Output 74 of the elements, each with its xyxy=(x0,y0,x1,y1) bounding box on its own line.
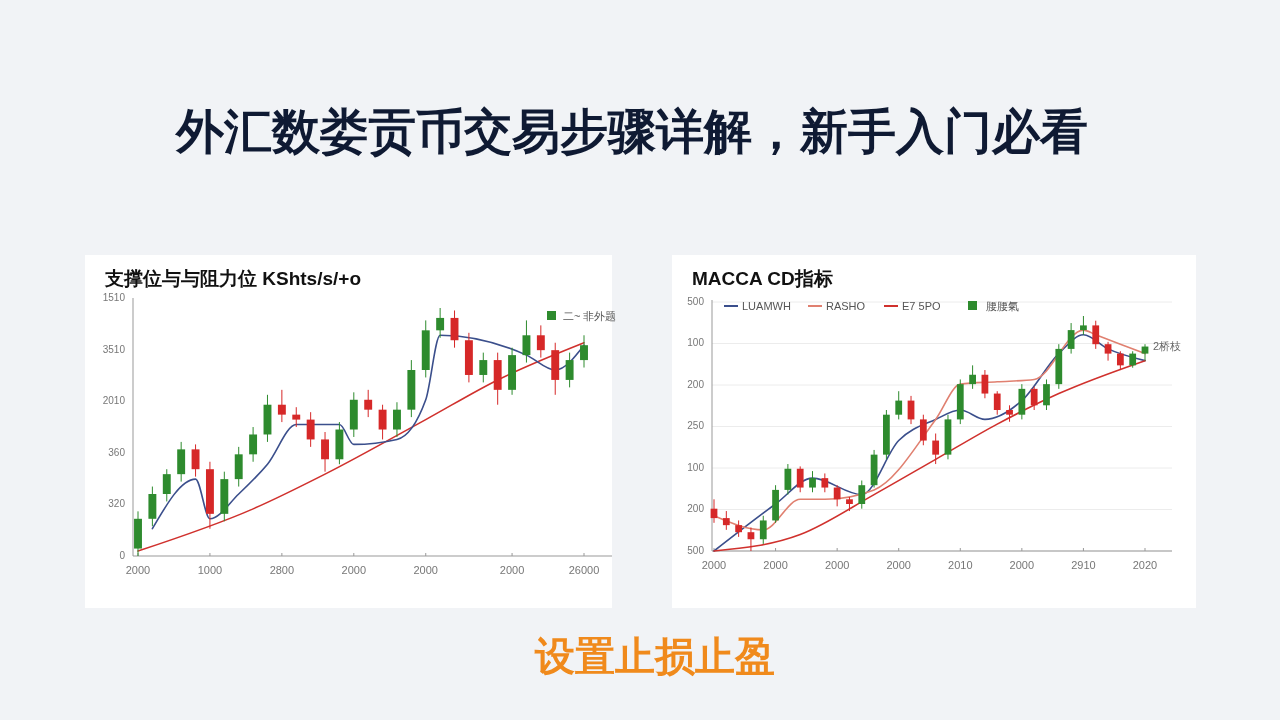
candlestick xyxy=(306,411,315,448)
candlestick xyxy=(784,463,792,496)
x-tick-label: 2000 xyxy=(1009,559,1035,571)
text: 2010 xyxy=(102,395,126,407)
chart-title: 支撑位与与阻力位 KShts/s/+o xyxy=(104,268,361,289)
candlestick xyxy=(393,401,401,438)
x-tick-label: 2020 xyxy=(1132,559,1158,571)
candlestick xyxy=(796,465,804,493)
text: 320 xyxy=(108,498,126,510)
candlestick xyxy=(565,352,574,388)
x-tick-label: 2000 xyxy=(499,564,525,576)
legend-label: 腰腰氣 xyxy=(986,300,1019,312)
x-tick-label: 2910 xyxy=(1071,559,1096,571)
candlestick xyxy=(580,334,588,369)
text: 100 xyxy=(687,337,705,349)
text: 200 xyxy=(687,503,705,515)
candlestick xyxy=(162,468,171,502)
legend-label: LUAMWH xyxy=(742,300,791,312)
candlestick xyxy=(821,472,829,493)
candlestick xyxy=(522,319,531,364)
text: 设置止损止盈 xyxy=(534,634,775,678)
legend-label: 二~ 非外题 xyxy=(563,310,617,322)
annotation: 2桥枝 xyxy=(1153,340,1182,353)
candlestick xyxy=(969,364,976,390)
text: 1510 xyxy=(102,292,126,304)
candlestick xyxy=(981,369,989,399)
candlestick xyxy=(993,390,1001,416)
candlestick xyxy=(932,433,940,465)
x-tick-label: 2000 xyxy=(341,564,367,576)
candlestick xyxy=(364,389,373,418)
text: 外汇数娄贡币交易步骤详解，新手入门必看 xyxy=(174,105,1088,158)
candlestick xyxy=(858,480,866,510)
x-tick-label: 2800 xyxy=(269,564,295,576)
text: 500 xyxy=(687,295,705,307)
legend-label: E7 5PO xyxy=(902,300,941,312)
candlestick xyxy=(249,426,258,463)
candlestick xyxy=(277,389,286,423)
candlestick xyxy=(479,352,488,383)
chart-title: MACCA CD指标 xyxy=(692,268,833,289)
text: 500 xyxy=(687,544,705,556)
candlestick xyxy=(895,390,903,420)
candlestick xyxy=(919,414,927,446)
candlestick xyxy=(1080,315,1087,336)
candlestick xyxy=(436,307,445,339)
x-tick-label: 2000 xyxy=(413,564,438,576)
candlestick xyxy=(292,406,301,428)
x-tick-label: 2000 xyxy=(701,559,727,571)
candlestick xyxy=(1030,386,1038,411)
candlestick xyxy=(536,324,545,359)
candlestick xyxy=(1043,378,1050,411)
text: 100 xyxy=(687,461,705,473)
candlestick xyxy=(833,484,841,507)
x-tick-label: 2000 xyxy=(763,559,788,571)
candlestick xyxy=(759,515,767,545)
text: 250 xyxy=(687,420,705,432)
candlestick xyxy=(1067,322,1075,355)
x-tick-label: 2000 xyxy=(824,559,850,571)
x-tick-label: 2010 xyxy=(948,559,973,571)
candlestick xyxy=(1104,341,1112,362)
candlestick xyxy=(321,431,329,473)
text: 200 xyxy=(687,378,705,390)
candlestick xyxy=(378,404,387,440)
text: 360 xyxy=(108,446,126,458)
candlestick xyxy=(191,443,200,478)
x-tick-label: 2000 xyxy=(886,559,911,571)
legend-label: RASHO xyxy=(826,300,866,312)
text: 0 xyxy=(119,549,126,561)
text: 3510 xyxy=(102,343,126,355)
candlestick xyxy=(722,510,730,531)
x-tick-label: 26000 xyxy=(568,564,600,576)
candlestick xyxy=(1092,320,1100,350)
candlestick xyxy=(809,470,816,493)
x-tick-label: 1000 xyxy=(197,564,223,576)
x-tick-label: 2000 xyxy=(125,564,151,576)
